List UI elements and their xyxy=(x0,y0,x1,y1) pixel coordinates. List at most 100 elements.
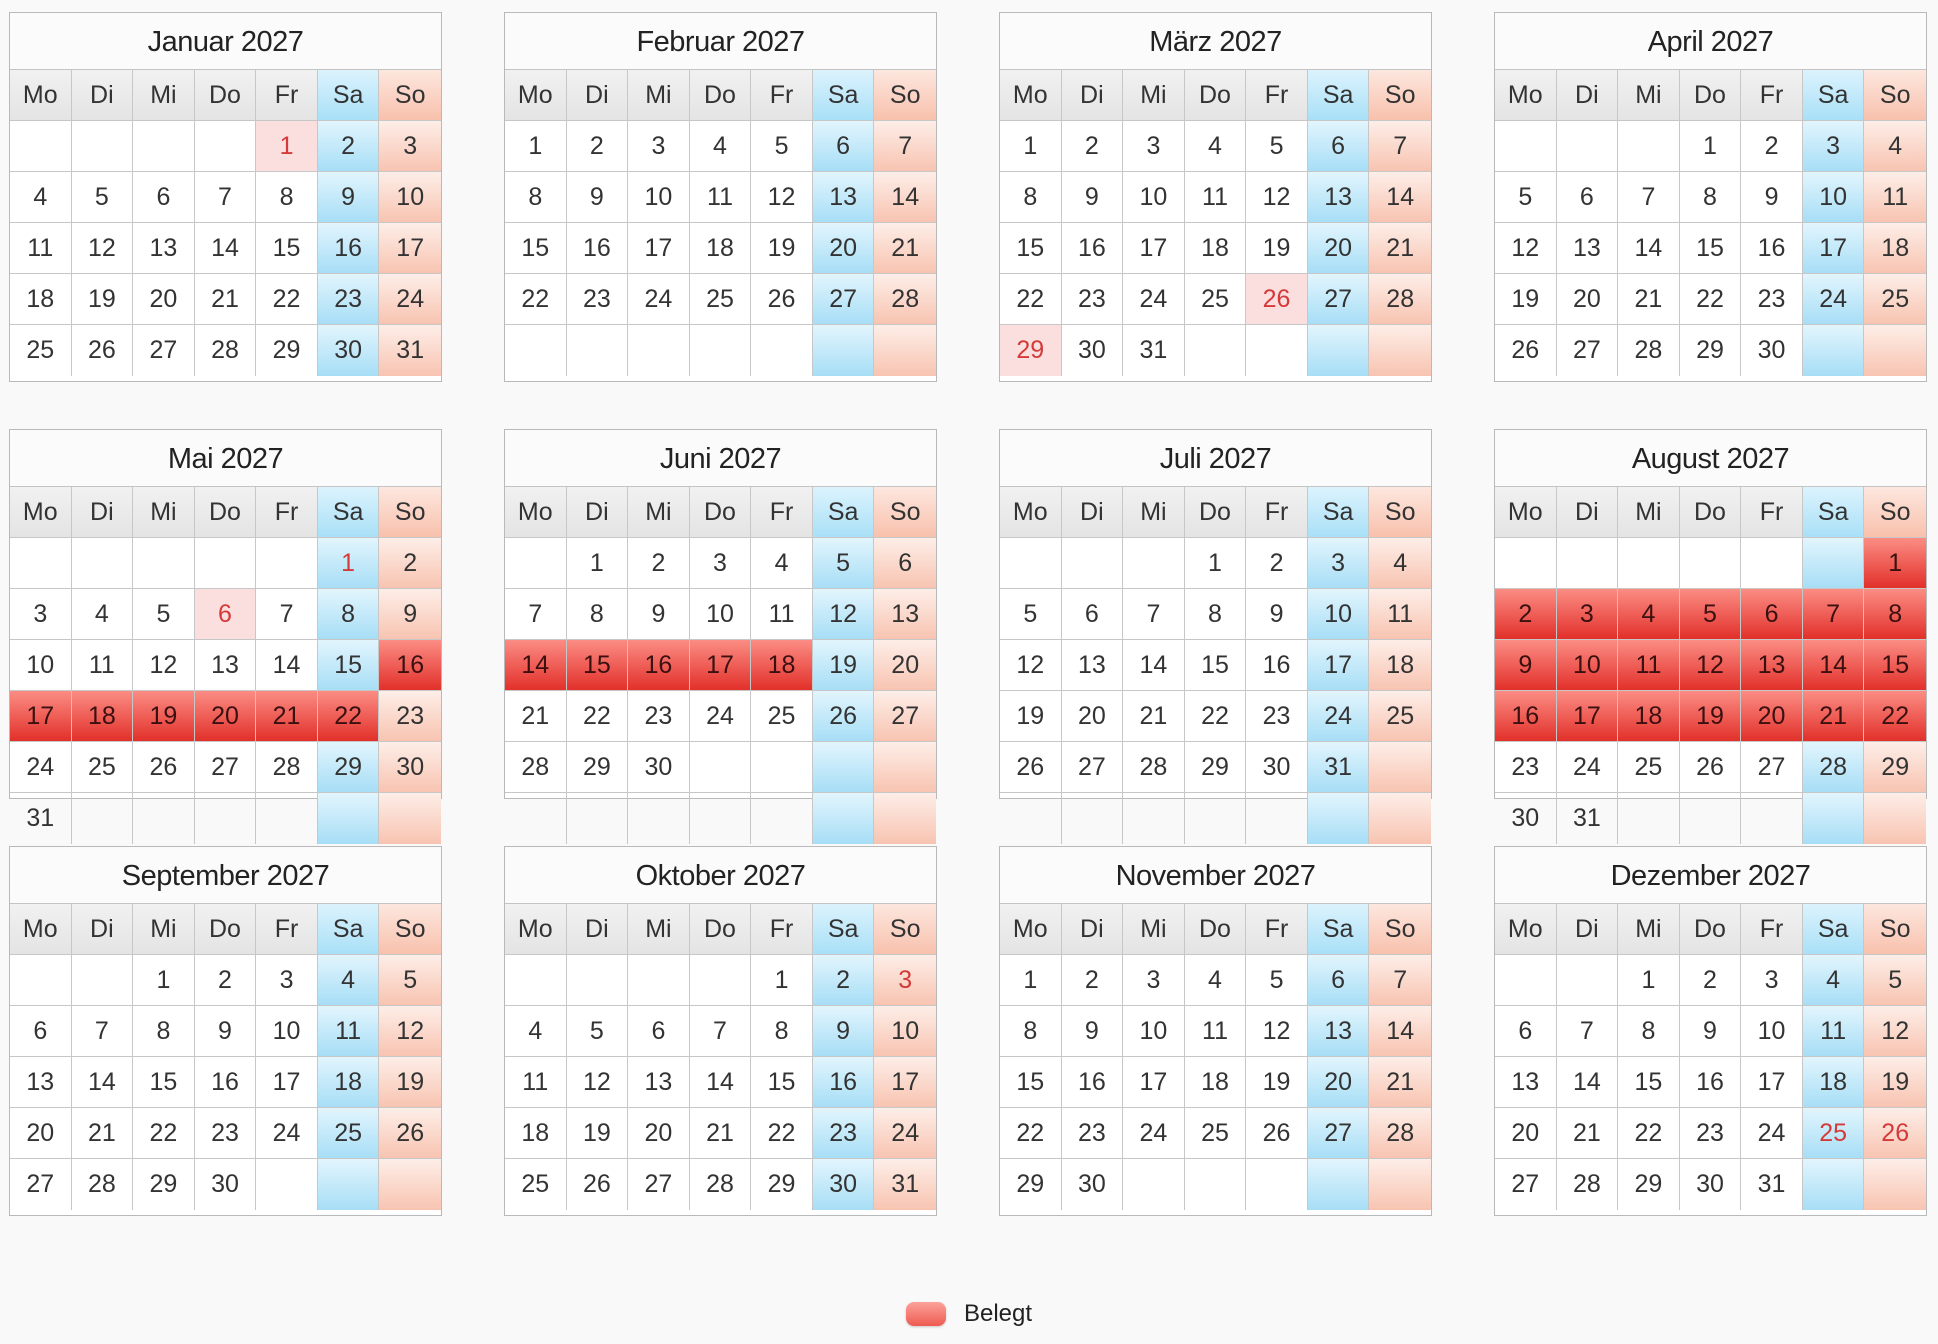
day-cell[interactable]: 12 xyxy=(1246,1006,1308,1057)
day-cell[interactable]: 13 xyxy=(10,1057,72,1108)
day-cell[interactable]: 30 xyxy=(1680,1159,1742,1210)
day-cell[interactable]: 16 xyxy=(1679,1057,1742,1108)
day-cell[interactable]: 14 xyxy=(874,172,936,223)
day-cell[interactable]: 14 xyxy=(71,1057,134,1108)
day-cell[interactable]: 8 xyxy=(256,172,318,223)
day-cell[interactable]: 9 xyxy=(194,1006,257,1057)
day-cell[interactable]: 29 xyxy=(256,325,318,376)
day-cell[interactable]: 19 xyxy=(71,274,134,325)
day-cell[interactable]: 5 xyxy=(133,589,195,640)
day-cell[interactable]: 21 xyxy=(1618,274,1680,325)
day-cell[interactable]: 30 xyxy=(1062,1159,1124,1210)
day-cell[interactable]: 30 xyxy=(379,742,441,793)
day-cell[interactable]: 2 xyxy=(812,955,875,1006)
day-cell[interactable]: 30 xyxy=(195,1159,257,1210)
day-cell[interactable]: 8 xyxy=(505,172,567,223)
day-cell[interactable]: 22 xyxy=(1184,691,1247,742)
day-cell[interactable]: 8 xyxy=(1679,172,1742,223)
day-cell[interactable]: 20 xyxy=(10,1108,72,1159)
day-cell[interactable]: 14 xyxy=(1369,1006,1431,1057)
day-cell[interactable]: 23 xyxy=(812,1108,875,1159)
day-cell[interactable]: 15 xyxy=(566,640,629,691)
day-cell[interactable]: 1 xyxy=(1618,955,1680,1006)
day-cell[interactable]: 20 xyxy=(628,1108,690,1159)
day-cell[interactable]: 7 xyxy=(1618,172,1680,223)
day-cell[interactable]: 28 xyxy=(505,742,567,793)
day-cell[interactable]: 13 xyxy=(133,223,195,274)
day-cell[interactable]: 11 xyxy=(1369,589,1431,640)
day-cell[interactable]: 15 xyxy=(1000,223,1062,274)
day-cell[interactable]: 7 xyxy=(689,1006,752,1057)
day-cell[interactable]: 24 xyxy=(689,691,752,742)
day-cell[interactable]: 20 xyxy=(1741,691,1803,742)
day-cell[interactable]: 25 xyxy=(751,691,813,742)
day-cell[interactable]: 29 xyxy=(1680,325,1742,376)
day-cell[interactable]: 27 xyxy=(194,742,257,793)
day-cell[interactable]: 19 xyxy=(751,223,813,274)
day-cell[interactable]: 13 xyxy=(1307,1006,1370,1057)
day-cell[interactable]: 26 xyxy=(812,691,875,742)
day-cell[interactable]: 28 xyxy=(1369,274,1431,325)
day-cell[interactable]: 29 xyxy=(751,1159,813,1210)
day-cell[interactable]: 16 xyxy=(1246,640,1308,691)
day-cell[interactable]: 17 xyxy=(1802,223,1865,274)
day-cell[interactable]: 7 xyxy=(71,1006,134,1057)
day-cell[interactable]: 11 xyxy=(10,223,72,274)
day-cell[interactable]: 2 xyxy=(1679,955,1742,1006)
day-cell[interactable]: 24 xyxy=(256,1108,318,1159)
day-cell[interactable]: 3 xyxy=(874,955,936,1006)
day-cell[interactable]: 18 xyxy=(1184,223,1247,274)
day-cell[interactable]: 20 xyxy=(194,691,257,742)
day-cell[interactable]: 19 xyxy=(1864,1057,1926,1108)
day-cell[interactable]: 1 xyxy=(317,538,380,589)
day-cell[interactable]: 14 xyxy=(1369,172,1431,223)
day-cell[interactable]: 26 xyxy=(1495,325,1557,376)
day-cell[interactable]: 1 xyxy=(566,538,629,589)
day-cell[interactable]: 6 xyxy=(194,589,257,640)
day-cell[interactable]: 14 xyxy=(1556,1057,1619,1108)
day-cell[interactable]: 19 xyxy=(566,1108,629,1159)
day-cell[interactable]: 2 xyxy=(628,538,690,589)
day-cell[interactable]: 3 xyxy=(1123,121,1185,172)
day-cell[interactable]: 16 xyxy=(379,640,441,691)
day-cell[interactable]: 3 xyxy=(628,121,690,172)
day-cell[interactable]: 11 xyxy=(1864,172,1926,223)
day-cell[interactable]: 28 xyxy=(690,1159,752,1210)
day-cell[interactable]: 9 xyxy=(566,172,629,223)
day-cell[interactable]: 10 xyxy=(628,172,690,223)
day-cell[interactable]: 4 xyxy=(1618,589,1680,640)
day-cell[interactable]: 25 xyxy=(505,1159,567,1210)
day-cell[interactable]: 10 xyxy=(689,589,752,640)
day-cell[interactable]: 22 xyxy=(566,691,629,742)
day-cell[interactable]: 28 xyxy=(1557,1159,1619,1210)
day-cell[interactable]: 30 xyxy=(812,1159,875,1210)
day-cell[interactable]: 24 xyxy=(1802,274,1865,325)
day-cell[interactable]: 17 xyxy=(256,1057,318,1108)
day-cell[interactable]: 20 xyxy=(1061,691,1124,742)
day-cell[interactable]: 8 xyxy=(1184,589,1247,640)
day-cell[interactable]: 5 xyxy=(1246,121,1308,172)
day-cell[interactable]: 11 xyxy=(505,1057,567,1108)
day-cell[interactable]: 12 xyxy=(1495,223,1557,274)
day-cell[interactable]: 12 xyxy=(1679,640,1742,691)
day-cell[interactable]: 15 xyxy=(1184,640,1247,691)
day-cell[interactable]: 4 xyxy=(505,1006,567,1057)
day-cell[interactable]: 8 xyxy=(1618,1006,1680,1057)
day-cell[interactable]: 18 xyxy=(10,274,72,325)
day-cell[interactable]: 31 xyxy=(1557,793,1619,844)
day-cell[interactable]: 22 xyxy=(317,691,380,742)
day-cell[interactable]: 5 xyxy=(1000,589,1062,640)
day-cell[interactable]: 6 xyxy=(874,538,936,589)
day-cell[interactable]: 26 xyxy=(133,742,195,793)
day-cell[interactable]: 3 xyxy=(1741,955,1803,1006)
day-cell[interactable]: 8 xyxy=(1000,1006,1062,1057)
day-cell[interactable]: 11 xyxy=(1618,640,1680,691)
day-cell[interactable]: 28 xyxy=(1618,325,1680,376)
day-cell[interactable]: 29 xyxy=(317,742,380,793)
day-cell[interactable]: 1 xyxy=(1000,955,1062,1006)
day-cell[interactable]: 2 xyxy=(379,538,441,589)
day-cell[interactable]: 21 xyxy=(71,1108,134,1159)
day-cell[interactable]: 3 xyxy=(1556,589,1619,640)
day-cell[interactable]: 22 xyxy=(1000,1108,1062,1159)
day-cell[interactable]: 25 xyxy=(10,325,72,376)
